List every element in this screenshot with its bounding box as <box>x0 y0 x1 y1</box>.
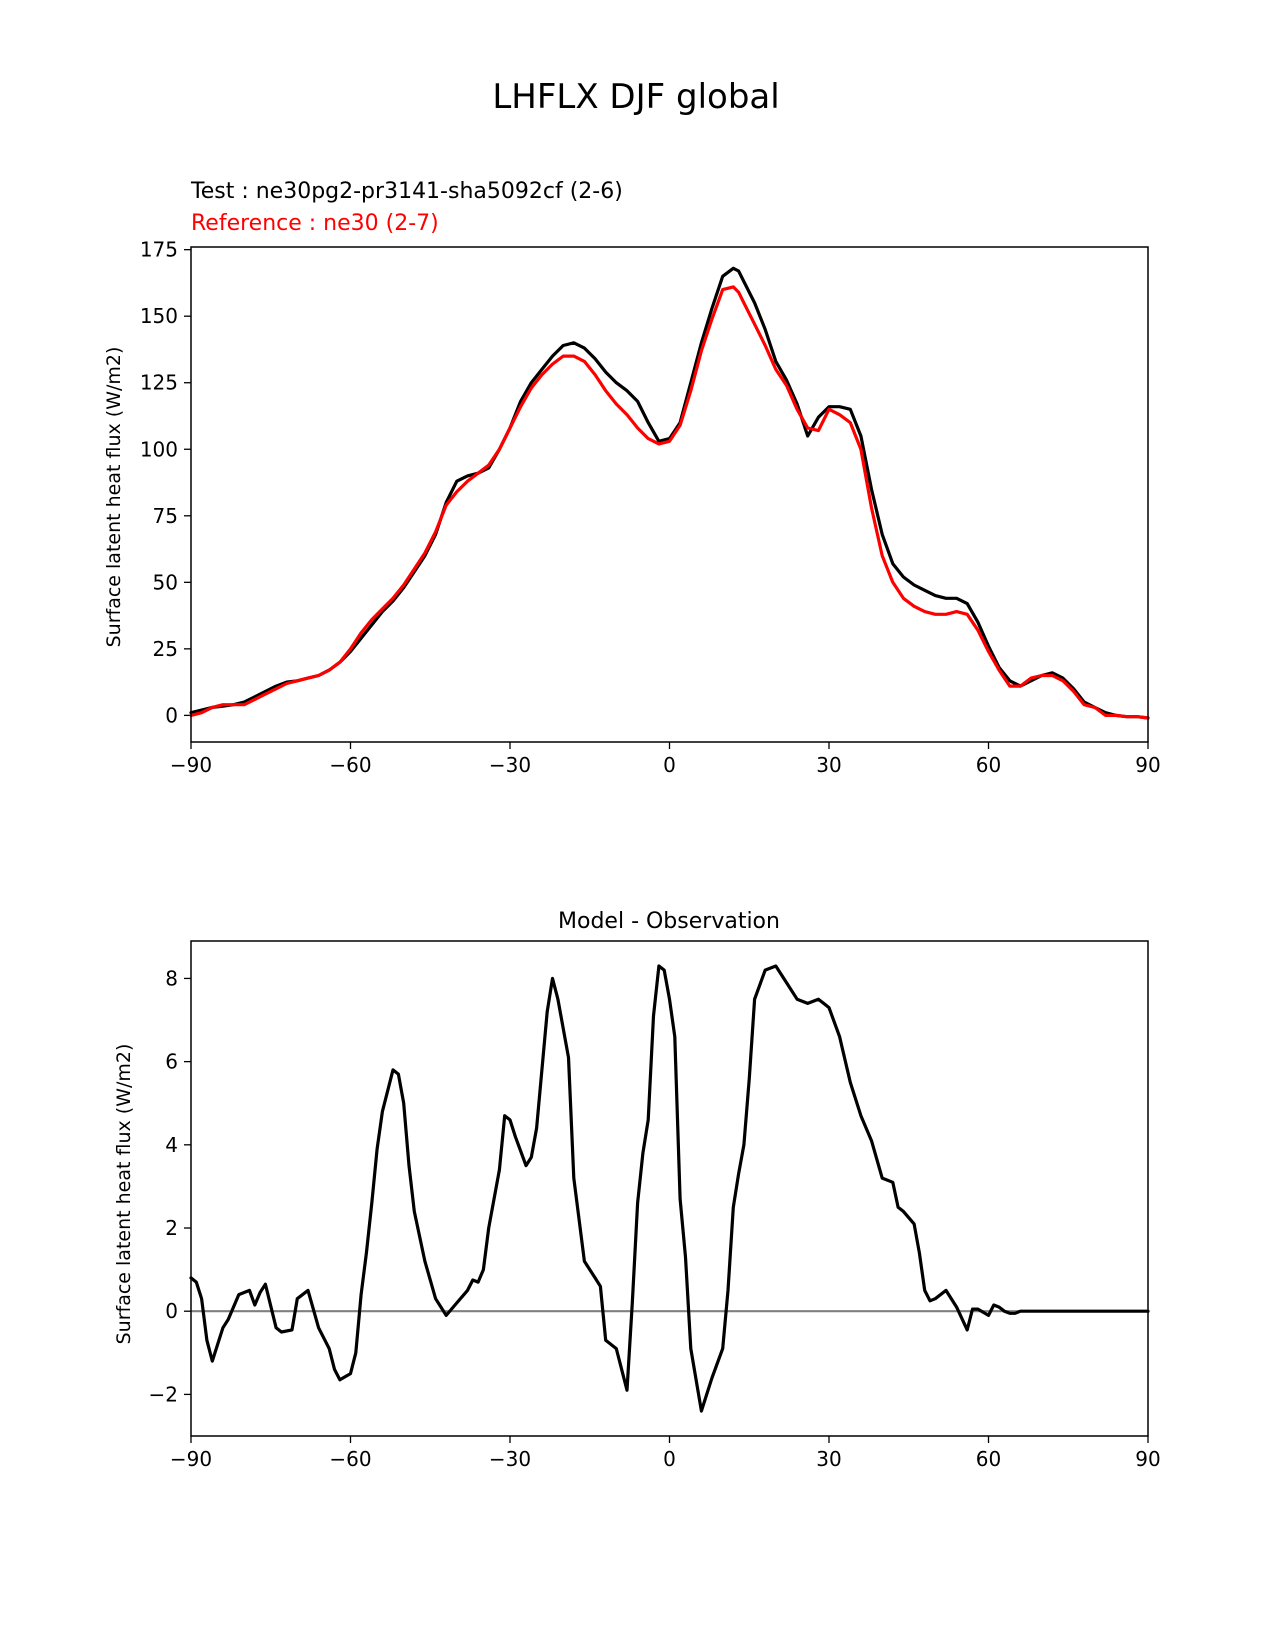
y-tick-label: 100 <box>140 437 178 461</box>
plot-frame <box>190 246 1149 743</box>
y-axis-label: Surface latent heat flux (W/m2) <box>103 347 125 648</box>
y-tick-label: 125 <box>140 371 178 395</box>
tick-group: −90 −60 −30 0 30 60 90 −2 0 2 4 6 8 <box>149 966 1161 1471</box>
y-tick-label: 50 <box>153 570 178 594</box>
x-tick-label: 90 <box>1135 1447 1160 1471</box>
x-tick-label: 30 <box>816 753 841 777</box>
tick-group: −90 −60 −30 0 30 60 90 0 25 50 75 100 125 150 175 <box>140 238 1161 777</box>
x-tick-label: 0 <box>663 1447 676 1471</box>
x-tick-label: −90 <box>170 1447 212 1471</box>
x-tick-label: −60 <box>329 1447 371 1471</box>
y-axis-label: Surface latent heat flux (W/m2) <box>113 1044 135 1345</box>
x-tick-label: −30 <box>489 1447 531 1471</box>
y-tick-label: 6 <box>165 1050 178 1074</box>
y-tick-label: 2 <box>165 1216 178 1240</box>
y-tick-label: 4 <box>165 1133 178 1157</box>
x-tick-label: 30 <box>816 1447 841 1471</box>
x-tick-label: −30 <box>489 753 531 777</box>
y-tick-label: 175 <box>140 238 178 262</box>
y-tick-label: −2 <box>149 1382 178 1406</box>
y-tick-label: 25 <box>153 637 178 661</box>
x-tick-label: 60 <box>976 753 1001 777</box>
y-tick-label: 8 <box>165 966 178 990</box>
series-line-reference <box>189 285 1150 720</box>
y-tick-label: 0 <box>165 703 178 727</box>
y-tick-label: 150 <box>140 304 178 328</box>
series-group <box>189 964 1150 1413</box>
x-tick-label: −60 <box>329 753 371 777</box>
reference-label: Reference : ne30 (2-7) <box>191 211 439 236</box>
x-tick-label: −90 <box>170 753 212 777</box>
y-tick-label: 75 <box>153 504 178 528</box>
panel-top: Test : ne30pg2-pr3141-sha5092cf (2-6) Re… <box>103 179 1161 777</box>
series-group <box>189 266 1150 720</box>
series-line-test <box>189 266 1150 720</box>
figure-title: LHFLX DJF global <box>492 77 779 117</box>
x-tick-label: 0 <box>663 753 676 777</box>
plot-frame <box>190 940 1149 1437</box>
x-tick-label: 90 <box>1135 753 1160 777</box>
panel-bottom: Model - Observation Surface latent heat … <box>113 909 1161 1471</box>
series-line-model-observation <box>189 964 1150 1413</box>
test-label: Test : ne30pg2-pr3141-sha5092cf (2-6) <box>190 179 623 204</box>
y-tick-label: 0 <box>165 1299 178 1323</box>
subplot-title: Model - Observation <box>558 909 780 934</box>
x-tick-label: 60 <box>976 1447 1001 1471</box>
